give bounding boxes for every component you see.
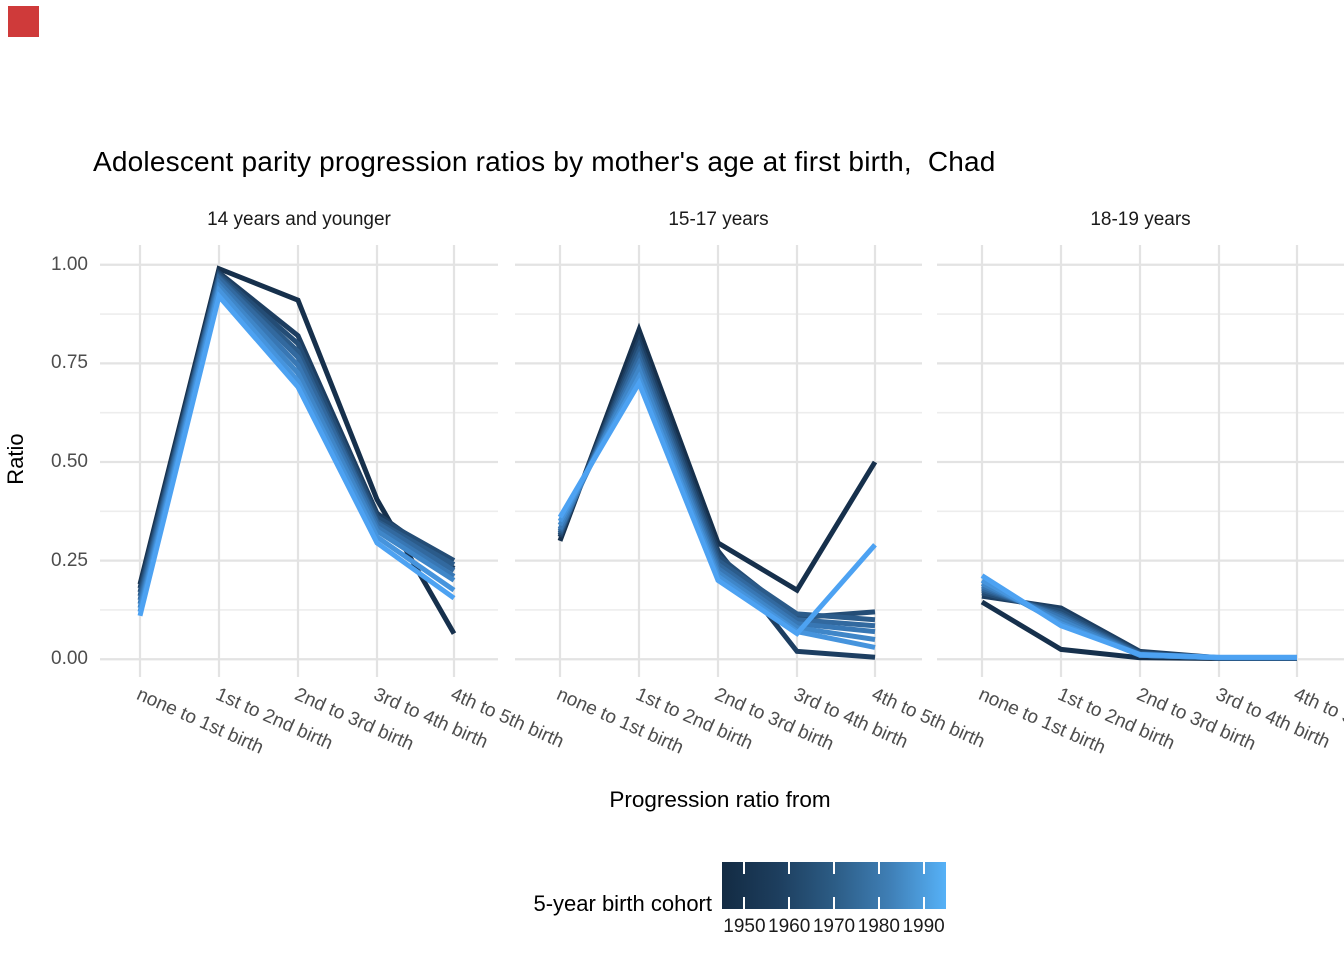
chart-title: Adolescent parity progression ratios by … [93, 146, 996, 177]
legend-gradient-bar [722, 862, 946, 909]
legend-tick-label: 1950 [723, 916, 766, 937]
panel-plot-14-and-younger [100, 245, 498, 677]
y-tick-label: 0.00 [51, 648, 88, 670]
legend-tick-label: 1970 [812, 916, 856, 937]
legend-tick-mark [877, 897, 880, 909]
legend-tick-mark [743, 862, 746, 874]
legend-tick-mark [922, 897, 925, 909]
cohort-line-1990 [557, 377, 877, 637]
legend-tick-label: 1990 [902, 916, 945, 937]
y-tick-label: 1.00 [51, 253, 88, 275]
legend-tick-mark [922, 862, 925, 874]
x-axis-title: Progression ratio from [609, 787, 831, 812]
legend-tick-mark [743, 897, 746, 909]
legend-tick-label: 1980 [857, 916, 900, 937]
legend-tick-mark [833, 862, 835, 874]
y-tick-label: 0.75 [51, 352, 88, 374]
facet-label-15-17: 15-17 years [668, 209, 769, 230]
y-tick-label: 0.25 [51, 549, 88, 571]
red-marker [8, 6, 39, 37]
legend-tick-mark [788, 897, 791, 909]
cohort-line-1990 [137, 291, 456, 617]
cohort-line-1990 [980, 573, 1297, 660]
legend-tick-mark [833, 897, 835, 909]
legend-title: 5-year birth cohort [533, 891, 712, 916]
y-tick-label: 0.50 [51, 450, 88, 472]
legend-tick-mark [877, 862, 880, 874]
legend-tick-label: 1960 [768, 916, 811, 937]
legend-tick-mark [788, 862, 791, 874]
panel-plot-15-17 [515, 245, 922, 677]
facet-label-18-19: 18-19 years [1090, 209, 1191, 230]
panel-plot-18-19 [937, 245, 1344, 677]
facet-label-14-and-younger: 14 years and younger [207, 209, 391, 230]
